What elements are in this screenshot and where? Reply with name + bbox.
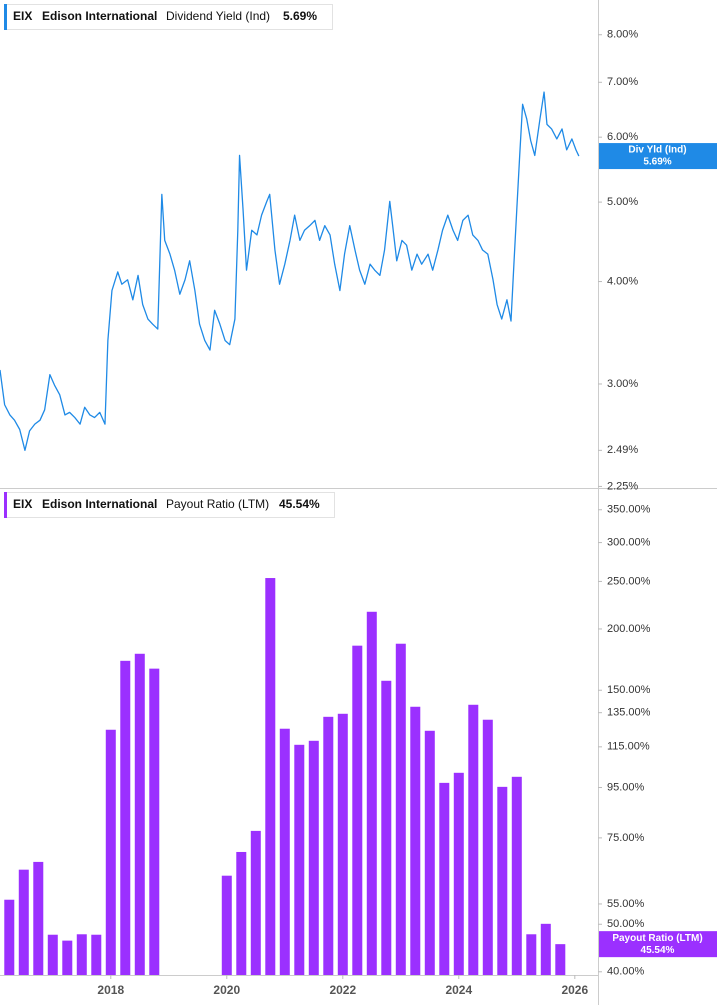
value-badge: Div Yld (Ind)5.69% [599,143,717,170]
bar [4,899,15,975]
y-tick-label: 75.00% [607,832,645,844]
legend-swatch [4,492,7,518]
y-tick-label: 150.00% [607,684,651,696]
bar [18,869,29,975]
y-tick-label: 300.00% [607,536,651,548]
bar [105,729,116,975]
bar [439,782,450,975]
bar [497,786,508,975]
y-tick-label: 200.00% [607,623,651,635]
legend-value: 45.54% [279,497,320,511]
bar [468,704,479,975]
y-tick-label: 50.00% [607,918,645,930]
y-tick-label: 40.00% [607,966,645,978]
y-tick-label: 2.49% [607,444,638,456]
y-tick-label: 5.00% [607,196,638,208]
y-tick-label: 2.25% [607,480,638,492]
badge-value: 45.54% [641,945,675,956]
bar [540,923,551,975]
x-tick-label: 2018 [97,983,124,997]
value-badge: Payout Ratio (LTM)45.54% [599,931,717,958]
x-tick-label: 2026 [561,983,588,997]
bar [453,772,464,975]
y-tick-label: 95.00% [607,781,645,793]
bar [352,645,363,975]
legend-swatch [4,4,7,30]
legend-company: Edison International [42,497,157,511]
legend-value: 5.69% [283,9,317,23]
x-tick-label: 2020 [213,983,240,997]
bar [294,744,305,975]
legend: EIX Edison International Payout Ratio (L… [4,492,335,518]
bar [395,643,406,975]
x-tick-label: 2022 [329,983,356,997]
badge-label: Payout Ratio (LTM) [612,933,702,944]
bar [120,660,131,975]
bar [410,706,421,975]
y-tick-label: 4.00% [607,275,638,287]
legend-company: Edison International [42,9,157,23]
y-tick-label: 8.00% [607,29,638,41]
bar [555,944,566,975]
yield-line [0,91,580,451]
y-tick-label: 3.00% [607,378,638,390]
bar [250,830,261,975]
bar [149,668,160,975]
badge-value: 5.69% [643,157,671,168]
bar [236,851,247,975]
bar [47,934,58,975]
legend-box [4,4,333,30]
bar [62,940,73,975]
bar [511,776,522,975]
bar [265,578,276,975]
legend: EIX Edison International Dividend Yield … [4,4,333,30]
y-tick-label: 6.00% [607,131,638,143]
bar [33,861,44,975]
bar [424,730,435,975]
x-tick-label: 2024 [445,983,472,997]
bar [221,875,232,975]
bar [526,934,537,975]
bar [323,716,334,975]
bar [366,611,377,975]
legend-ticker: EIX [13,9,32,23]
badge-box [599,143,717,170]
bar [308,740,319,975]
badge-label: Div Yld (Ind) [628,145,686,156]
y-tick-label: 7.00% [607,76,638,88]
legend-ticker: EIX [13,497,32,511]
y-tick-label: 135.00% [607,707,651,719]
bar [279,728,290,975]
legend-metric: Payout Ratio (LTM) [166,497,269,511]
badge-box [599,931,717,958]
y-tick-label: 250.00% [607,575,651,587]
bar [134,653,145,975]
bar [76,934,87,975]
y-tick-label: 55.00% [607,898,645,910]
y-tick-label: 350.00% [607,504,651,516]
bar [482,719,493,975]
y-tick-label: 115.00% [607,741,650,753]
legend-metric: Dividend Yield (Ind) [166,9,270,23]
bar [91,934,102,975]
bar [381,680,392,975]
bar [337,713,348,975]
